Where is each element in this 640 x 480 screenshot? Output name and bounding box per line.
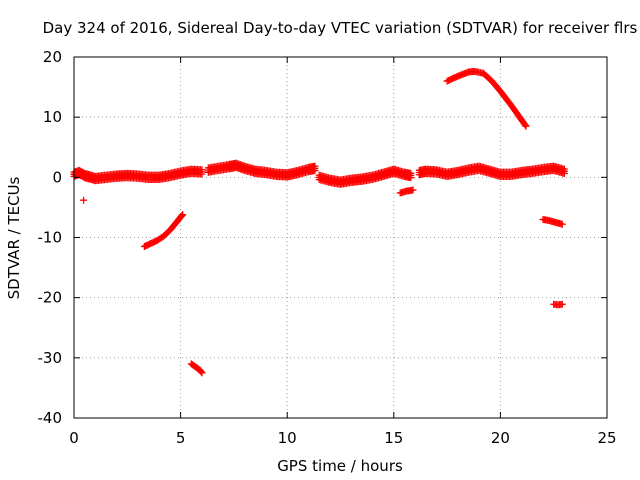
y-tick-label: -30 — [38, 349, 63, 367]
y-tick-label: -10 — [38, 229, 63, 247]
x-tick-label: 10 — [278, 429, 297, 447]
series-arc_top — [443, 67, 530, 130]
data-point-marker — [198, 170, 206, 178]
y-tick-label: -40 — [38, 409, 63, 427]
y-tick-labels: -40 -30 -20 -10 0 10 20 — [38, 48, 63, 427]
x-tick-label: 0 — [69, 429, 79, 447]
series-right_neg21 — [550, 300, 566, 309]
data-point-marker — [521, 121, 529, 129]
series-rising_arc — [140, 211, 187, 251]
series-isolated — [80, 196, 88, 204]
series-drop_16h — [396, 186, 417, 197]
data-point-marker — [177, 212, 185, 220]
chart-title: Day 324 of 2016, Sidereal Day-to-day VTE… — [43, 19, 638, 37]
x-axis-label: GPS time / hours — [277, 457, 403, 475]
data-point-marker — [558, 300, 566, 308]
data-point-marker — [198, 369, 206, 377]
data-point-marker — [407, 174, 415, 182]
data-points — [70, 67, 568, 377]
data-point-marker — [178, 211, 186, 219]
data-point-marker — [197, 368, 205, 376]
data-point-marker — [80, 196, 88, 204]
y-axis-label: SDTVAR / TECUs — [5, 176, 23, 299]
data-point-marker — [558, 220, 566, 228]
y-tick-label: 0 — [52, 168, 62, 186]
y-tick-label: -20 — [38, 289, 63, 307]
y-tick-label: 10 — [43, 108, 62, 126]
data-point-marker — [179, 211, 187, 219]
data-point-marker — [311, 167, 319, 175]
data-point-marker — [409, 186, 417, 194]
x-tick-labels: 0 5 10 15 20 25 — [69, 429, 616, 447]
series-main_band — [70, 159, 568, 188]
data-point-marker — [560, 170, 568, 178]
series-lower_cluster — [187, 360, 206, 377]
data-point-marker — [522, 122, 530, 130]
y-tick-label: 20 — [43, 48, 62, 66]
x-tick-label: 25 — [597, 429, 616, 447]
x-tick-label: 20 — [491, 429, 510, 447]
x-tick-label: 5 — [176, 429, 186, 447]
axis-ticks — [73, 56, 608, 419]
series-right_neg7 — [539, 215, 566, 228]
x-tick-label: 15 — [384, 429, 403, 447]
